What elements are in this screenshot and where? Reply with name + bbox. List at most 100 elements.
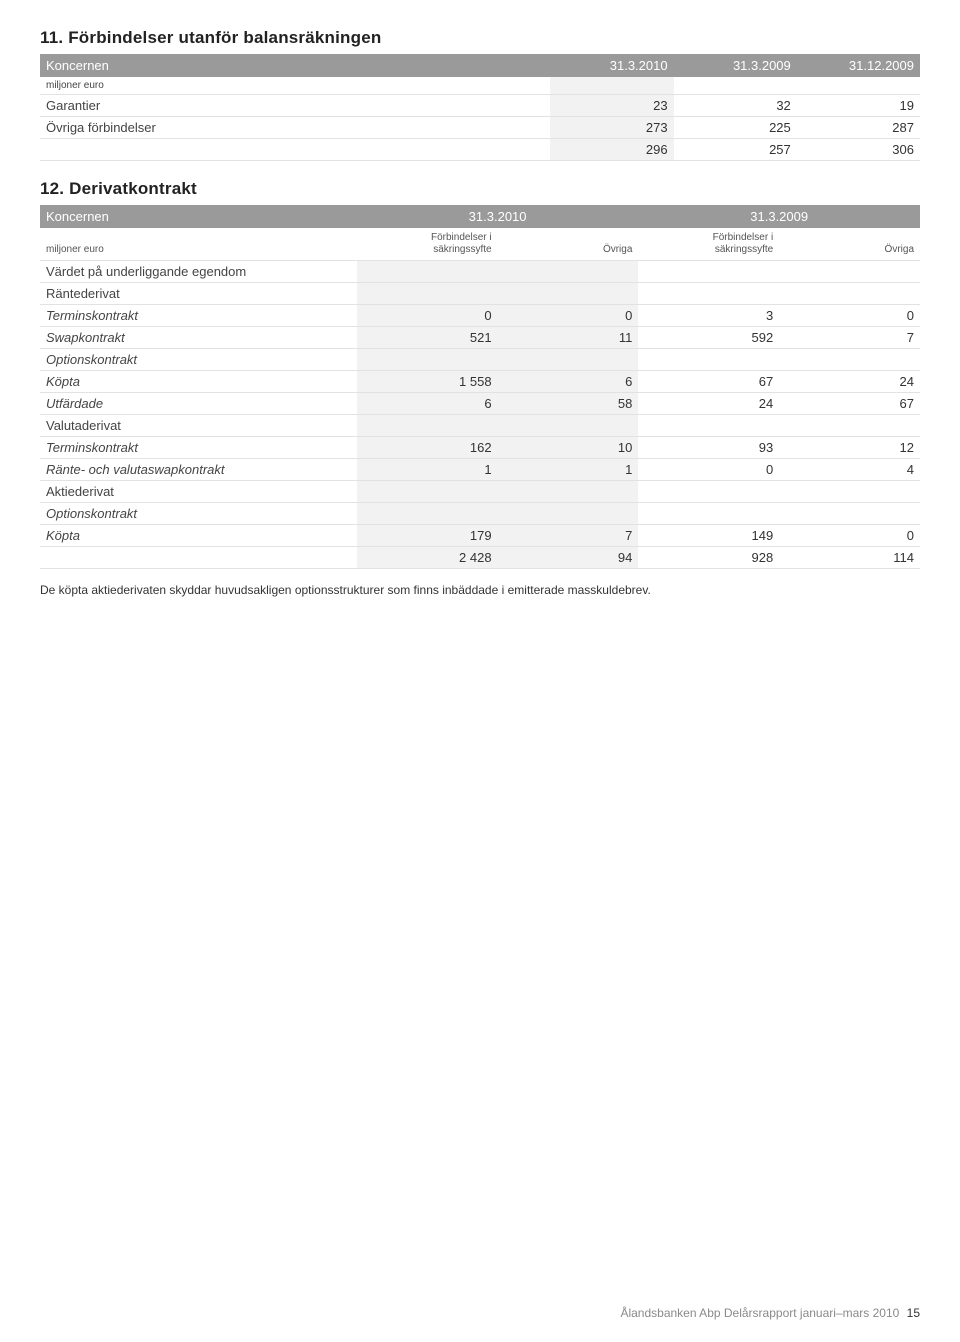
- row-label: Köpta: [40, 525, 357, 547]
- table-11: Koncernen 31.3.2010 31.3.2009 31.12.2009…: [40, 54, 920, 161]
- cell: [357, 283, 498, 305]
- cell: [638, 481, 779, 503]
- row-label: Optionskontrakt: [40, 349, 357, 371]
- cell: [357, 481, 498, 503]
- table-11-header: Koncernen 31.3.2010 31.3.2009 31.12.2009: [40, 54, 920, 77]
- cell: [357, 349, 498, 371]
- row-label: Aktiederivat: [40, 481, 357, 503]
- cell: 24: [638, 393, 779, 415]
- cell: 4: [779, 459, 920, 481]
- table-row: Valutaderivat: [40, 415, 920, 437]
- total-cell: 296: [550, 139, 673, 161]
- cell: [357, 415, 498, 437]
- footnote: De köpta aktiederivaten skyddar huvudsak…: [40, 583, 920, 597]
- table-11-period-1: 31.3.2009: [674, 54, 797, 77]
- table-11-unit: miljoner euro: [40, 77, 550, 95]
- table-row: Utfärdade6582467: [40, 393, 920, 415]
- cell: 592: [638, 327, 779, 349]
- table-11-period-0: 31.3.2010: [550, 54, 673, 77]
- page-footer: Ålandsbanken Abp Delårsrapport januari–m…: [620, 1306, 920, 1320]
- cell: 12: [779, 437, 920, 459]
- cell: 0: [357, 305, 498, 327]
- row-label: Utfärdade: [40, 393, 357, 415]
- row-label: Optionskontrakt: [40, 503, 357, 525]
- cell: [638, 283, 779, 305]
- table-row: Optionskontrakt: [40, 503, 920, 525]
- cell: 162: [357, 437, 498, 459]
- table-row: Ränte- och valutaswapkontrakt1104: [40, 459, 920, 481]
- row-label: Valutaderivat: [40, 415, 357, 437]
- cell: 1: [498, 459, 639, 481]
- cell: [638, 415, 779, 437]
- cell: [498, 415, 639, 437]
- cell: 273: [550, 117, 673, 139]
- total-cell: 257: [674, 139, 797, 161]
- cell: 287: [797, 117, 920, 139]
- cell: 0: [498, 305, 639, 327]
- row-label: Övriga förbindelser: [40, 117, 550, 139]
- footer-page-number: 15: [907, 1306, 920, 1320]
- cell: [779, 261, 920, 283]
- section-12-title: 12. Derivatkontrakt: [40, 179, 920, 199]
- cell: 24: [779, 371, 920, 393]
- cell: 58: [498, 393, 639, 415]
- cell: [498, 261, 639, 283]
- cell: 0: [638, 459, 779, 481]
- table-row: Värdet på underliggande egendom: [40, 261, 920, 283]
- cell: 10: [498, 437, 639, 459]
- cell: [498, 481, 639, 503]
- cell: 23: [550, 95, 673, 117]
- cell: [638, 503, 779, 525]
- table-row: Aktiederivat: [40, 481, 920, 503]
- cell: [638, 261, 779, 283]
- cell: 11: [498, 327, 639, 349]
- cell: 1: [357, 459, 498, 481]
- subheader-b2: Övriga: [779, 228, 920, 261]
- table-row: Optionskontrakt: [40, 349, 920, 371]
- cell: 0: [779, 525, 920, 547]
- table-row: Räntederivat: [40, 283, 920, 305]
- table-12-header: Koncernen 31.3.2010 31.3.2009: [40, 205, 920, 228]
- table-11-header-label: Koncernen: [40, 54, 550, 77]
- cell: 67: [638, 371, 779, 393]
- cell: 6: [357, 393, 498, 415]
- cell: [638, 349, 779, 371]
- subheader-a2: Förbindelser i säkringssyfte: [638, 228, 779, 261]
- table-row: Köpta17971490: [40, 525, 920, 547]
- cell: [779, 349, 920, 371]
- row-label: Köpta: [40, 371, 357, 393]
- cell: [498, 349, 639, 371]
- table-12-subheader: miljoner euro Förbindelser i säkringssyf…: [40, 228, 920, 261]
- section-11-title: 11. Förbindelser utanför balansräkningen: [40, 28, 920, 48]
- total-cell: 2 428: [357, 547, 498, 569]
- table-row: Terminskontrakt162109312: [40, 437, 920, 459]
- cell: [779, 503, 920, 525]
- cell: [779, 415, 920, 437]
- row-label: Garantier: [40, 95, 550, 117]
- table-12: Koncernen 31.3.2010 31.3.2009 miljoner e…: [40, 205, 920, 569]
- table-11-period-2: 31.12.2009: [797, 54, 920, 77]
- cell: [498, 283, 639, 305]
- cell: 149: [638, 525, 779, 547]
- cell: 6: [498, 371, 639, 393]
- footer-text: Ålandsbanken Abp Delårsrapport januari–m…: [620, 1306, 899, 1320]
- cell: 93: [638, 437, 779, 459]
- table-12-total-row: 2 428 94 928 114: [40, 547, 920, 569]
- table-12-period-0: 31.3.2010: [357, 205, 639, 228]
- cell: 179: [357, 525, 498, 547]
- total-cell: 928: [638, 547, 779, 569]
- row-label: Swapkontrakt: [40, 327, 357, 349]
- cell: 19: [797, 95, 920, 117]
- table-11-total-row: 296 257 306: [40, 139, 920, 161]
- table-11-unit-row: miljoner euro: [40, 77, 920, 95]
- cell: [357, 261, 498, 283]
- table-row: Swapkontrakt521115927: [40, 327, 920, 349]
- cell: 67: [779, 393, 920, 415]
- cell: [498, 503, 639, 525]
- cell: 3: [638, 305, 779, 327]
- cell: 7: [498, 525, 639, 547]
- subheader-a1: Förbindelser i säkringssyfte: [357, 228, 498, 261]
- table-12-header-label: Koncernen: [40, 205, 357, 228]
- row-label: Terminskontrakt: [40, 437, 357, 459]
- cell: 0: [779, 305, 920, 327]
